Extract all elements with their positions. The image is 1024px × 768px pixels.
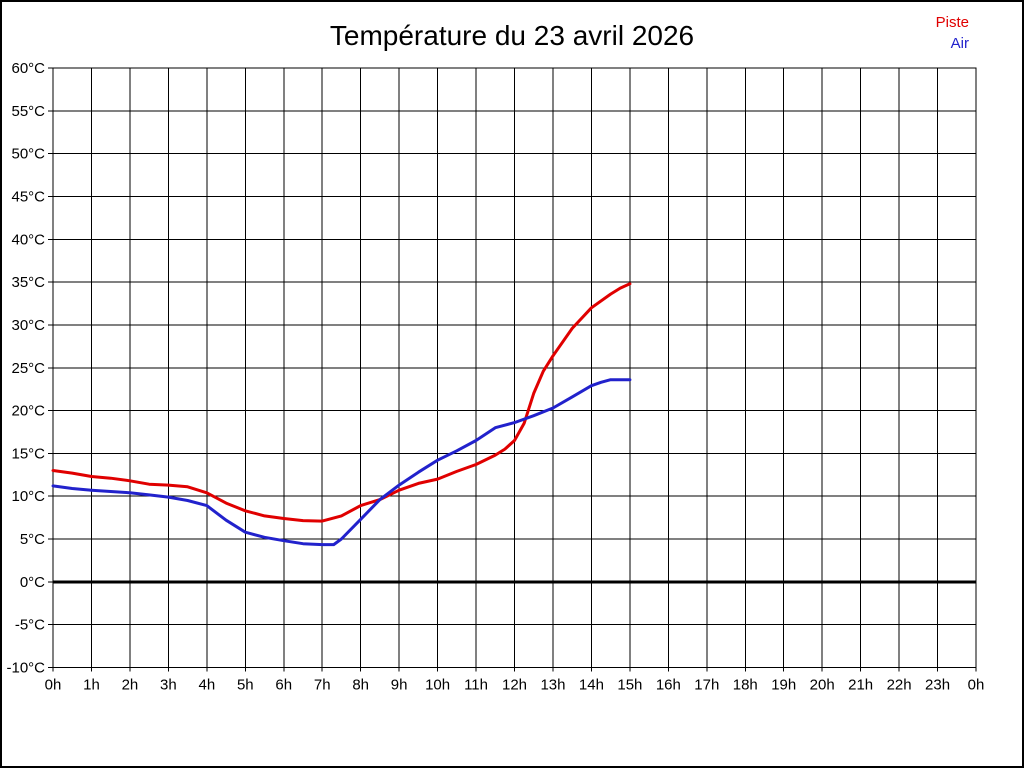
y-tick-label: 20°C [11,403,45,420]
x-tick-label: 14h [579,677,604,694]
x-tick-label: 5h [237,677,254,694]
x-tick-label: 18h [733,677,758,694]
y-tick-label: 15°C [11,445,45,462]
y-tick-label: 40°C [11,231,45,248]
x-tick-label: 2h [122,677,139,694]
x-tick-label: 16h [656,677,681,694]
y-tick-label: 45°C [11,188,45,205]
y-tick-label: 30°C [11,317,45,334]
x-tick-label: 10h [425,677,450,694]
y-tick-label: -5°C [15,617,45,634]
y-tick-label: 60°C [11,60,45,77]
x-tick-label: 21h [848,677,873,694]
series-line-air [51,378,632,547]
x-tick-label: 6h [275,677,292,694]
x-tick-label: 3h [160,677,177,694]
y-tick-label: 0°C [20,574,45,591]
plot-frame [52,67,977,668]
series-line-piste [51,282,632,523]
y-tick-label: 10°C [11,488,45,505]
legend-air-label: Air [950,35,969,52]
x-tick-label: 12h [502,677,527,694]
x-tick-label: 15h [617,677,642,694]
x-tick-label: 13h [540,677,565,694]
x-tick-label: 20h [810,677,835,694]
y-tick-label: 35°C [11,274,45,291]
x-tick-label: 17h [694,677,719,694]
x-tick-label: 0h [968,677,985,694]
x-tick-label: 9h [391,677,408,694]
x-tick-label: 1h [83,677,100,694]
y-tick-label: 50°C [11,146,45,163]
y-tick-label: 5°C [20,531,45,548]
chart-title: Température du 23 avril 2026 [329,20,695,51]
x-tick-label: 22h [887,677,912,694]
legend: Piste Air [936,12,969,54]
x-tick-label: 11h [464,677,488,694]
y-tick-label: -10°C [6,660,45,677]
x-tick-label: 23h [925,677,950,694]
legend-piste-label: Piste [935,14,969,31]
x-tick-label: 4h [198,677,215,694]
x-tick-label: 19h [771,677,796,694]
y-tick-label: 25°C [11,360,45,377]
x-tick-label: 8h [352,677,369,694]
x-tick-label: 7h [314,677,331,694]
x-tick-label: 0h [45,677,62,694]
y-tick-label: 55°C [11,103,45,120]
